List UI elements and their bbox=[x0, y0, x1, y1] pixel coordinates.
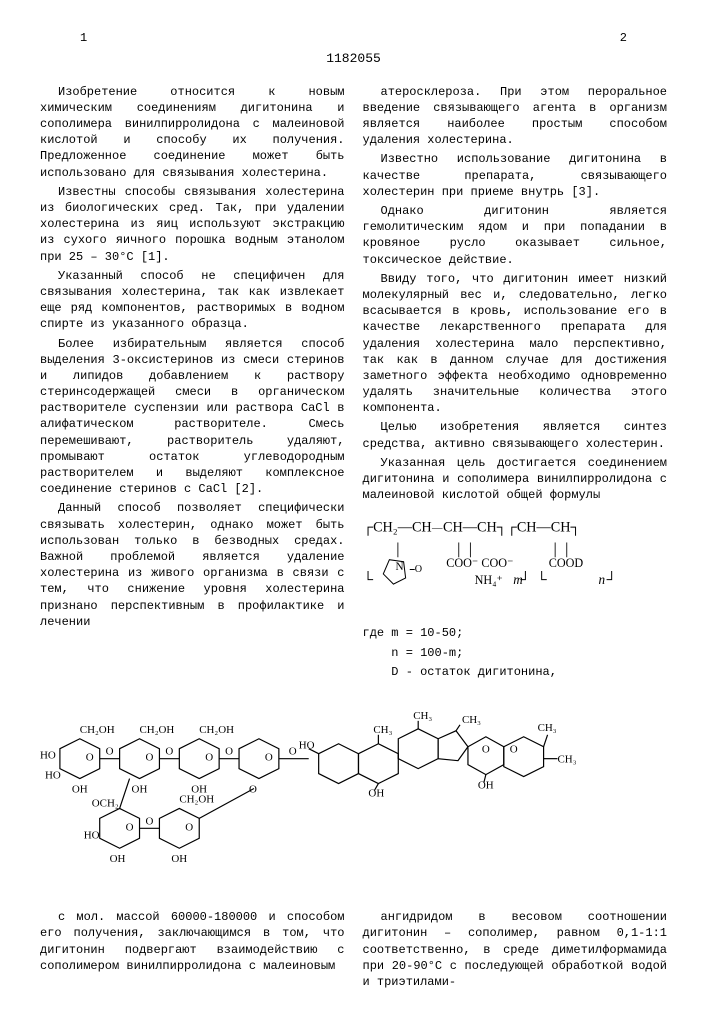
svg-text:O: O bbox=[106, 746, 114, 758]
para: Целью изобретения является синтез средст… bbox=[363, 419, 668, 451]
svg-text:O: O bbox=[225, 746, 233, 758]
svg-text:│: │ bbox=[393, 542, 402, 558]
svg-text:└: └ bbox=[363, 571, 374, 589]
svg-text:NH₄⁺: NH₄⁺ bbox=[474, 574, 502, 588]
left-column: Изобретение относится к новым химическим… bbox=[40, 84, 345, 683]
digitonin-svg: CH₂OH HO HO OH O O CH₂OH OH O O CH₂OH OH… bbox=[40, 689, 667, 898]
svg-text:O: O bbox=[86, 752, 94, 764]
svg-text:CH₂OH: CH₂OH bbox=[80, 724, 115, 736]
svg-text:O: O bbox=[185, 821, 193, 833]
para: Известны способы связывания холестерина … bbox=[40, 184, 345, 265]
para: Указанная цель достигается соединением д… bbox=[363, 455, 668, 504]
svg-text:OH: OH bbox=[171, 853, 187, 865]
svg-text:OCH₂: OCH₂ bbox=[92, 797, 119, 809]
bottom-columns: с мол. массой 60000-180000 и способом ег… bbox=[40, 909, 667, 993]
formula-caption-line: где m = 10-50; bbox=[363, 625, 668, 641]
svg-text:OH: OH bbox=[368, 788, 384, 800]
para: Данный способ позволяет специфически свя… bbox=[40, 500, 345, 630]
page-num-left: 1 bbox=[80, 30, 87, 46]
formula-caption-line: D - остаток дигитонина, bbox=[363, 664, 668, 680]
svg-text:CH₃: CH₃ bbox=[538, 722, 557, 734]
polymer-formula: ┌CH₂—CH⏤CH—CH┐┌CH—CH┐ │ │ │ │ │ N ⎯O COO… bbox=[363, 511, 668, 617]
svg-text:N: N bbox=[395, 561, 403, 573]
svg-text:O: O bbox=[482, 744, 490, 756]
svg-text:OH: OH bbox=[478, 780, 494, 792]
svg-text:HO: HO bbox=[84, 829, 100, 841]
svg-text:O: O bbox=[289, 746, 297, 758]
svg-text:CH₃: CH₃ bbox=[373, 724, 392, 736]
formula-caption-line: n = 100-m; bbox=[363, 645, 668, 661]
svg-text:CH₃: CH₃ bbox=[413, 710, 432, 722]
para: Более избирательным является способ выде… bbox=[40, 336, 345, 498]
svg-text:O: O bbox=[145, 815, 153, 827]
svg-text:CH₂OH: CH₂OH bbox=[140, 724, 175, 736]
svg-text:CH₂OH: CH₂OH bbox=[199, 724, 234, 736]
para: ангидридом в весовом соотношении дигитон… bbox=[363, 909, 668, 990]
page-numbers: 1 2 bbox=[40, 30, 667, 46]
para: Известно использование дигитонина в каче… bbox=[363, 151, 668, 200]
para: Указанный способ не специфичен для связы… bbox=[40, 268, 345, 333]
right-column: атеросклероза. При этом пероральное введ… bbox=[363, 84, 668, 683]
svg-text:CH₃: CH₃ bbox=[462, 714, 481, 726]
svg-text:COOD: COOD bbox=[548, 556, 583, 570]
page-num-right: 2 bbox=[620, 30, 627, 46]
svg-text:OH: OH bbox=[72, 784, 88, 796]
svg-text:O: O bbox=[510, 744, 518, 756]
svg-text:HO: HO bbox=[40, 750, 56, 762]
svg-text:O: O bbox=[165, 746, 173, 758]
svg-text:└: └ bbox=[536, 571, 547, 589]
svg-text:CH₃: CH₃ bbox=[558, 754, 577, 766]
svg-text:n: n bbox=[598, 573, 605, 588]
svg-text:┌CH₂—CH⏤CH—CH┐┌CH—CH┐: ┌CH₂—CH⏤CH—CH┐┌CH—CH┐ bbox=[363, 520, 581, 537]
svg-text:┘: ┘ bbox=[520, 571, 530, 589]
svg-text:COO⁻ COO⁻: COO⁻ COO⁻ bbox=[446, 556, 513, 570]
svg-text:O: O bbox=[145, 752, 153, 764]
para: атеросклероза. При этом пероральное введ… bbox=[363, 84, 668, 149]
svg-text:O: O bbox=[265, 752, 273, 764]
para: Однако дигитонин является гемолитическим… bbox=[363, 203, 668, 268]
main-columns: Изобретение относится к новым химическим… bbox=[40, 84, 667, 683]
svg-text:OH: OH bbox=[132, 784, 148, 796]
svg-text:┘: ┘ bbox=[606, 571, 616, 589]
svg-text:HO: HO bbox=[45, 770, 61, 782]
svg-text:O: O bbox=[126, 821, 134, 833]
para: Ввиду того, что дигитонин имеет низкий м… bbox=[363, 271, 668, 417]
bottom-right-column: ангидридом в весовом соотношении дигитон… bbox=[363, 909, 668, 993]
polymer-structure-svg: ┌CH₂—CH⏤CH—CH┐┌CH—CH┐ │ │ │ │ │ N ⎯O COO… bbox=[363, 511, 668, 613]
document-number: 1182055 bbox=[40, 50, 667, 68]
svg-text:O: O bbox=[205, 752, 213, 764]
para: с мол. массой 60000-180000 и способом ег… bbox=[40, 909, 345, 974]
svg-text:OH: OH bbox=[110, 853, 126, 865]
svg-text:CH₂OH: CH₂OH bbox=[179, 793, 214, 805]
para: Изобретение относится к новым химическим… bbox=[40, 84, 345, 181]
svg-text:⎯O: ⎯O bbox=[409, 564, 421, 575]
bottom-left-column: с мол. массой 60000-180000 и способом ег… bbox=[40, 909, 345, 993]
digitonin-structure: CH₂OH HO HO OH O O CH₂OH OH O O CH₂OH OH… bbox=[40, 689, 667, 903]
